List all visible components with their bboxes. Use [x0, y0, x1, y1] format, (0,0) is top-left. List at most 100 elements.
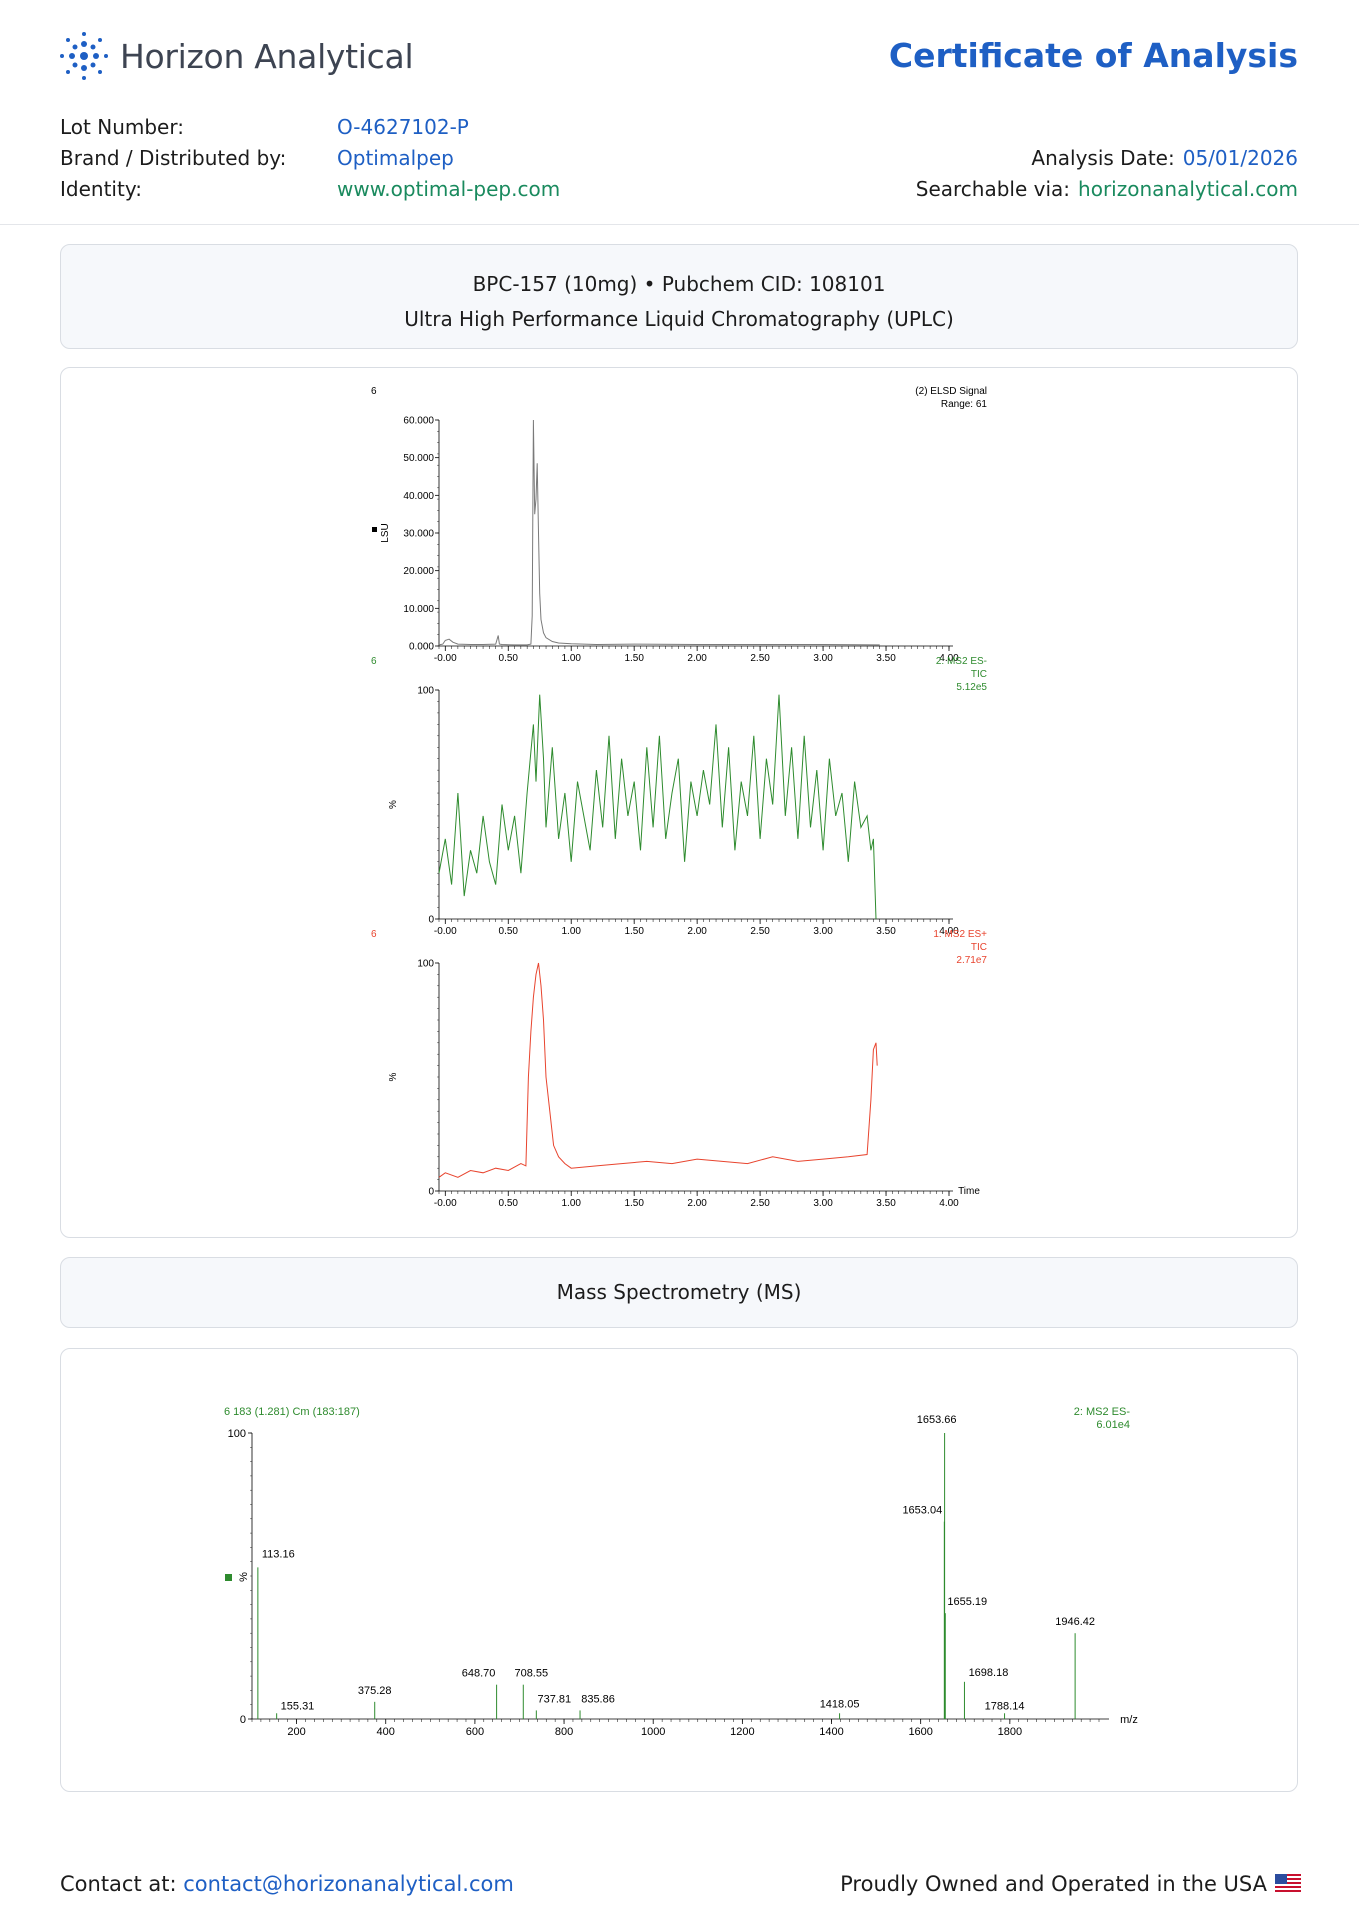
x-tick-label: 0.50 — [499, 1198, 519, 1209]
series-line-elsd — [438, 419, 880, 646]
y-axis-label: % — [238, 1572, 250, 1582]
peak-label: 1653.04 — [902, 1505, 942, 1517]
chrom-panel-ms_pos: 6 1: MS2 ES+ TIC 2.71e7 -0.00 0.50 1.00 1.50 2.0… — [371, 929, 987, 1209]
contact-email-link[interactable]: contact@horizonanalytical.com — [183, 1872, 514, 1896]
peak-label: 1946.42 — [1055, 1616, 1095, 1628]
brand-label: Brand / Distributed by: — [60, 146, 287, 170]
search-link[interactable]: horizonanalytical.com — [1078, 177, 1298, 201]
peak-label: 737.81 — [538, 1693, 572, 1705]
x-tick-label: 1.00 — [561, 1198, 581, 1209]
panel-legend-text: 2: MS2 ES- — [936, 656, 987, 667]
brand-logo: Horizon Analytical — [58, 30, 414, 82]
y-axis-label: % — [388, 800, 399, 809]
x-tick-label: 3.50 — [876, 653, 896, 664]
x-tick-label: 3.00 — [813, 926, 833, 937]
spectrum-legend-text: 2: MS2 ES- — [1074, 1406, 1131, 1418]
x-tick-label: 1800 — [998, 1726, 1022, 1738]
x-tick-label: 1200 — [730, 1726, 754, 1738]
peak-label: 1653.66 — [917, 1414, 957, 1426]
y-tick-label: 100 — [417, 959, 434, 970]
y-tick-label: 60.000 — [403, 416, 434, 427]
contact-label: Contact at: — [60, 1872, 177, 1896]
x-tick-label: 3.50 — [876, 926, 896, 937]
y-tick-label: 100 — [417, 686, 434, 697]
chromatogram-chart: 6 (2) ELSD Signal Range: 61 -0.00 0.50 1.00 1.… — [371, 386, 987, 1209]
x-tick-label: 3.00 — [813, 653, 833, 664]
x-tick-label: 1.00 — [561, 926, 581, 937]
y-tick-label: 0.000 — [409, 642, 434, 653]
y-tick-label: 0 — [428, 1187, 434, 1198]
x-tick-label: 2.00 — [687, 1198, 707, 1209]
owned-text: Proudly Owned and Operated in the USA — [840, 1872, 1267, 1896]
y-tick-label: 100 — [228, 1428, 246, 1440]
panel-legend-text: 1: MS2 ES+ — [933, 929, 987, 940]
x-tick-label: 4.00 — [939, 653, 959, 664]
peak-label: 1655.19 — [947, 1596, 987, 1608]
x-tick-label: 1.50 — [624, 1198, 644, 1209]
x-tick-label: 1000 — [641, 1726, 665, 1738]
panel-index-label: 6 — [371, 386, 377, 397]
peak-label: 835.86 — [581, 1693, 615, 1705]
x-tick-label: 2.50 — [750, 653, 770, 664]
ms-heading: Mass Spectrometry (MS) — [556, 1280, 802, 1304]
footer-owned: Proudly Owned and Operated in the USA — [840, 1872, 1301, 1896]
x-tick-label: 1.00 — [561, 653, 581, 664]
peak-label: 113.16 — [262, 1548, 295, 1560]
series-line-ms_neg — [438, 694, 877, 920]
x-tick-label: 3.50 — [876, 1198, 896, 1209]
panel-legend-text: TIC — [971, 942, 987, 953]
x-tick-label: 0.50 — [499, 653, 519, 664]
ms-spectrum-card: 6 183 (1.281) Cm (183:187) 2: MS2 ES- 6.01… — [60, 1348, 1298, 1792]
y-tick-label: 40.000 — [403, 491, 434, 502]
x-tick-label: -0.00 — [434, 1198, 457, 1209]
panel-legend-text: Range: 61 — [941, 399, 988, 410]
x-tick-label: -0.00 — [434, 653, 457, 664]
x-tick-label: 1600 — [908, 1726, 932, 1738]
ms-heading-card: Mass Spectrometry (MS) — [60, 1257, 1298, 1328]
y-tick-label: 0 — [428, 915, 434, 926]
peak-label: 648.70 — [462, 1668, 496, 1680]
lot-value: O-4627102-P — [337, 115, 469, 139]
date-value: 05/01/2026 — [1182, 146, 1298, 170]
product-line2: Ultra High Performance Liquid Chromatogr… — [404, 307, 954, 331]
identity-label: Identity: — [60, 177, 142, 201]
chromatogram-card: 6 (2) ELSD Signal Range: 61 -0.00 0.50 1.00 1.… — [60, 367, 1298, 1238]
peak-label: 1788.14 — [985, 1700, 1025, 1712]
lot-label: Lot Number: — [60, 115, 184, 139]
peak-label: 375.28 — [358, 1685, 392, 1697]
y-axis-marker-icon — [372, 527, 377, 532]
x-tick-label: 4.00 — [939, 926, 959, 937]
series-line-ms_pos — [438, 962, 878, 1178]
y-tick-label: 10.000 — [403, 604, 434, 615]
meta-right: Analysis Date: 05/01/2026 Searchable via:… — [916, 143, 1298, 205]
footer-contact: Contact at: contact@horizonanalytical.co… — [60, 1872, 514, 1896]
panel-legend-text: TIC — [971, 669, 987, 680]
x-tick-label: 2.50 — [750, 926, 770, 937]
x-tick-label: 3.00 — [813, 1198, 833, 1209]
identity-link[interactable]: www.optimal-pep.com — [337, 177, 561, 201]
document-title: Certificate of Analysis — [888, 36, 1298, 75]
x-axis-label: Time — [958, 1186, 980, 1197]
x-tick-label: 200 — [287, 1726, 305, 1738]
chrom-panel-elsd: 6 (2) ELSD Signal Range: 61 -0.00 0.50 1.00 1.… — [371, 386, 987, 664]
x-tick-label: 800 — [555, 1726, 573, 1738]
y-tick-label: 50.000 — [403, 453, 434, 464]
y-tick-label: 20.000 — [403, 566, 434, 577]
chrom-panel-ms_neg: 6 2: MS2 ES- TIC 5.12e5 -0.00 0.50 1.00 1.50 2.0… — [371, 656, 987, 937]
panel-legend-text: (2) ELSD Signal — [915, 386, 987, 397]
x-tick-label: 0.50 — [499, 926, 519, 937]
product-card: BPC-157 (10mg) • Pubchem CID: 108101 Ult… — [60, 244, 1298, 349]
brand-value[interactable]: Optimalpep — [337, 146, 454, 170]
date-label: Analysis Date: — [1031, 146, 1175, 170]
y-tick-label: 0 — [240, 1714, 246, 1726]
y-axis-label: % — [388, 1072, 399, 1081]
panel-index-label: 6 — [371, 929, 377, 940]
y-tick-label: 30.000 — [403, 529, 434, 540]
us-flag-icon — [1275, 1874, 1301, 1894]
x-tick-label: 2.50 — [750, 1198, 770, 1209]
product-line1: BPC-157 (10mg) • Pubchem CID: 108101 — [472, 272, 886, 296]
peak-label: 1418.05 — [820, 1698, 860, 1710]
x-tick-label: -0.00 — [434, 926, 457, 937]
panel-index-label: 6 — [371, 656, 377, 667]
search-label: Searchable via: — [915, 177, 1071, 201]
